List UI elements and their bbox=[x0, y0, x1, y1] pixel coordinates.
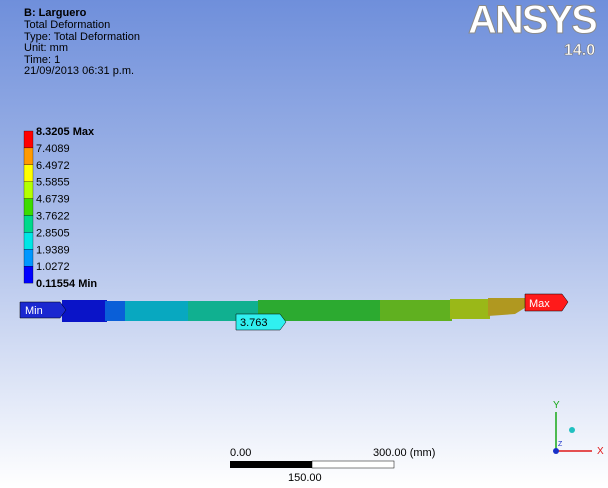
scale-bar-black bbox=[230, 461, 312, 468]
beam-segment bbox=[62, 300, 107, 322]
scale-start: 0.00 bbox=[230, 447, 251, 459]
legend-label: 8.3205 Max bbox=[36, 126, 95, 138]
beam-segment bbox=[488, 298, 528, 316]
legend-band bbox=[24, 249, 33, 266]
triad-ball bbox=[569, 427, 575, 433]
probe-min: Min bbox=[25, 305, 43, 317]
legend-band bbox=[24, 131, 33, 148]
legend-band bbox=[24, 232, 33, 249]
viewport: B: Larguero Total DeformationType: Total… bbox=[0, 0, 608, 488]
scale-end: 300.00 (mm) bbox=[373, 447, 435, 459]
legend-band bbox=[24, 216, 33, 233]
probe-max: Max bbox=[529, 298, 550, 310]
legend-label: 4.6739 bbox=[36, 194, 70, 206]
legend-band bbox=[24, 165, 33, 182]
probe-value: 3.763 bbox=[240, 317, 268, 329]
legend-label: 7.4089 bbox=[36, 143, 70, 155]
legend-label: 1.9389 bbox=[36, 244, 70, 256]
triad-y-label: Y bbox=[553, 400, 560, 411]
graphics: Min Max 3.763 0.00 300.00 (mm) 150.00 Y … bbox=[0, 0, 608, 488]
triad-z-label: Z bbox=[558, 441, 563, 448]
legend-band bbox=[24, 266, 33, 283]
legend-label: 3.7622 bbox=[36, 211, 70, 223]
beam-segment bbox=[380, 300, 452, 321]
legend: 8.3205 Max 7.4089 6.4972 5.5855 4.6739 3.7622… bbox=[24, 126, 97, 290]
legend-band bbox=[24, 148, 33, 165]
legend-label: 5.5855 bbox=[36, 177, 70, 189]
scale-bar-white bbox=[312, 461, 394, 468]
legend-label: 0.11554 Min bbox=[36, 278, 97, 290]
legend-label: 6.4972 bbox=[36, 160, 70, 172]
triad-z-axis bbox=[553, 448, 559, 454]
beam-segment bbox=[105, 301, 127, 321]
beam-segment bbox=[125, 301, 190, 321]
scale-mid: 150.00 bbox=[288, 472, 322, 484]
triad-x-label: X bbox=[597, 446, 604, 457]
legend-band bbox=[24, 199, 33, 216]
beam-segment bbox=[450, 299, 490, 319]
legend-label: 2.8505 bbox=[36, 227, 70, 239]
legend-label: 1.0272 bbox=[36, 261, 70, 273]
legend-band bbox=[24, 182, 33, 199]
beam bbox=[62, 298, 528, 322]
